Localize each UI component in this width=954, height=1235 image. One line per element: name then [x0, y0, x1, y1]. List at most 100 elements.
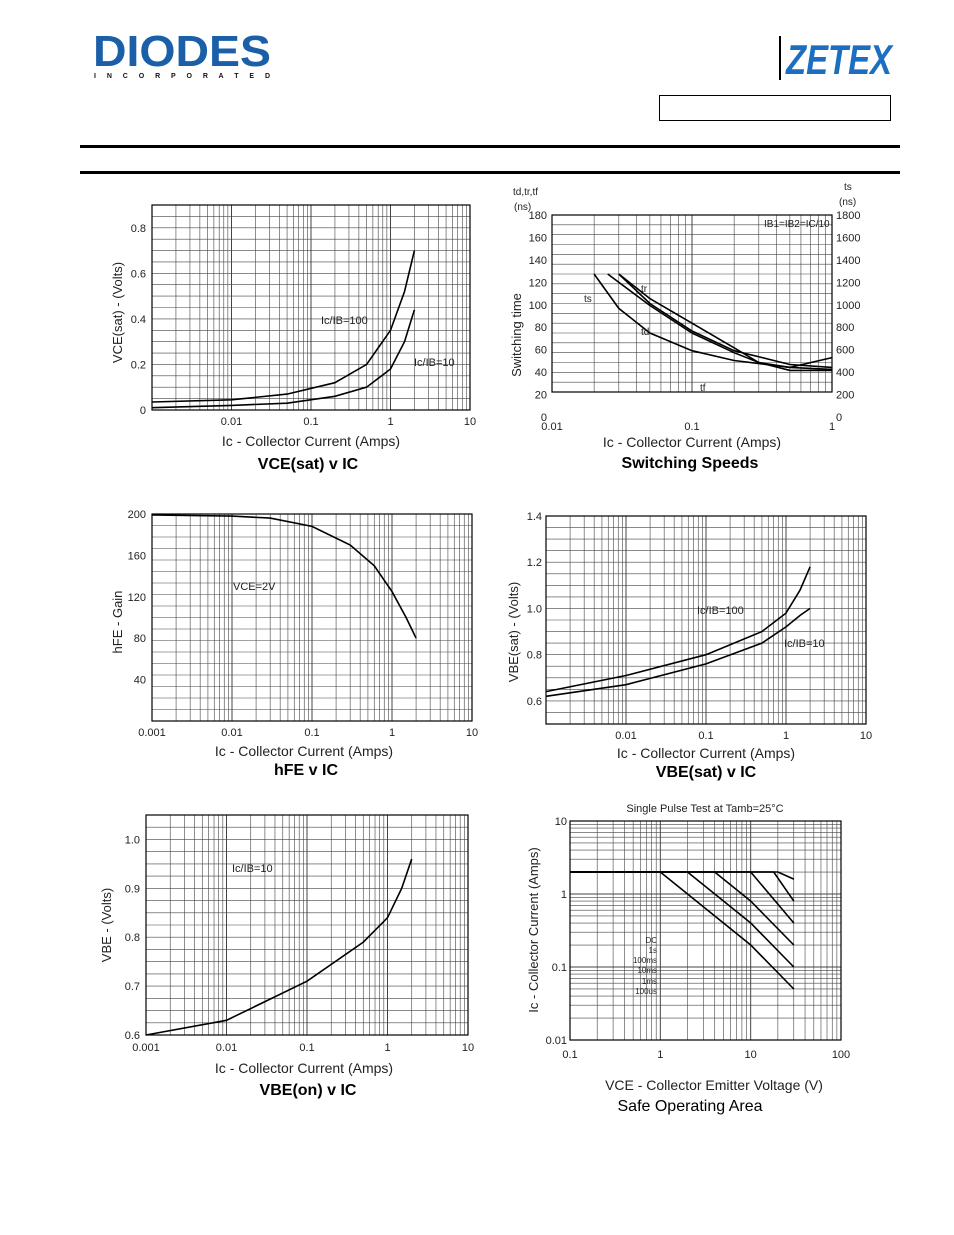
y-tick-label: 80: [535, 322, 547, 334]
x-tick-label: 10: [745, 1049, 757, 1061]
series-line-1: [618, 273, 832, 372]
series-line-0: [145, 858, 413, 1036]
plot-frame: [545, 515, 867, 725]
x-tick-label: 0.01: [221, 416, 242, 428]
y2-tick-label: 1200: [836, 277, 860, 289]
y-tick-label: 120: [128, 592, 146, 604]
x-tick-label: 0.1: [304, 727, 319, 739]
chart-annotation: Ic/IB=10: [414, 357, 455, 369]
x-tick-label: 0.001: [138, 727, 166, 739]
series-line-3: [618, 273, 833, 369]
plot-frame: [551, 214, 833, 393]
y-tick-label: 200: [128, 509, 146, 521]
y-tick-label: 160: [128, 550, 146, 562]
y-axis-label: VBE(sat) - (Volts): [506, 582, 521, 682]
y-tick-label: 1.0: [527, 603, 542, 615]
soa-annotation: 100ms: [633, 956, 657, 965]
x-tick-label: 1: [389, 727, 395, 739]
x-axis-label: Ic - Collector Current (Amps): [215, 1060, 393, 1076]
series-line-0: [570, 871, 795, 990]
y-tick-label: 80: [134, 633, 146, 645]
x-tick-label: 1: [384, 1042, 390, 1054]
header-rule-top: [80, 145, 900, 148]
y-tick-label: 0: [541, 412, 547, 424]
y-tick-label: 0.7: [125, 981, 140, 993]
series-label-ts: ts: [584, 294, 592, 305]
series-line-4: [570, 871, 795, 902]
chart-switching-group: 0.01 0.1 102040608010012014016018002004006…: [509, 182, 860, 450]
x-tick-label: 100: [832, 1049, 850, 1061]
chart-vbesat-group: 0.01 0.1 1 10 0.6 0.8 1.0 1.2 1.4 Ic - Collector …: [506, 511, 872, 761]
diodes-logo-sub: I N C O R P O R A T E D: [94, 73, 270, 80]
caption-hfe: hFE v IC: [273, 762, 338, 779]
x-tick-label: 0.1: [299, 1042, 314, 1054]
y-axis-label: hFE - Gain: [110, 591, 125, 654]
y-axis-label: Switching time: [509, 293, 524, 377]
caption-vbeon: VBE(on) v IC: [259, 1082, 357, 1099]
x-tick-label: 10: [466, 727, 478, 739]
chart-title: Single Pulse Test at Tamb=25°C: [626, 803, 783, 815]
y-tick-label: 40: [134, 675, 146, 687]
y-tick-label: 0.8: [125, 932, 140, 944]
y-tick-label: 120: [529, 277, 547, 289]
header-rule-bottom: [80, 171, 900, 174]
x-tick-label: 1: [387, 416, 393, 428]
caption-switching: Switching Speeds: [621, 455, 759, 472]
x-axis-label: VCE - Collector Emitter Voltage (V): [605, 1077, 823, 1093]
y-tick-label: 0.6: [125, 1030, 140, 1042]
y2-tick-label: 1800: [836, 210, 860, 222]
y-tick-label: 0.8: [131, 223, 146, 235]
x-tick-label: 0.1: [562, 1049, 577, 1061]
y-tick-label: 40: [535, 367, 547, 379]
y2-tick-label: 200: [836, 390, 854, 402]
series-line-2: [607, 273, 833, 369]
y-tick-label: 0.8: [527, 650, 542, 662]
series-line-1: [151, 309, 416, 409]
series-line-0: [151, 250, 416, 403]
y-tick-label: 1.4: [527, 511, 542, 523]
x-tick-label: 0.1: [303, 416, 318, 428]
y-tick-label: 100: [529, 300, 547, 312]
series-label-td: td: [641, 327, 649, 338]
x-tick-label: 10: [860, 730, 872, 742]
soa-annotation: 100us: [635, 987, 657, 996]
series-line-0: [545, 566, 811, 693]
zetex-logo: ZETEX: [785, 36, 894, 83]
x-axis-label: Ic - Collector Current (Amps): [215, 743, 393, 759]
y-tick-label: 0.9: [125, 883, 140, 895]
x-axis-label: Ic - Collector Current (Amps): [617, 745, 795, 761]
caption-vcesat: VCE(sat) v IC: [257, 456, 359, 473]
x-tick-label: 0.001: [132, 1042, 160, 1054]
y-tick-label: 10: [555, 816, 567, 828]
y2-top-unit: (ns): [839, 197, 856, 208]
y-tick-label: 140: [529, 255, 547, 267]
plot-frame: [151, 513, 473, 722]
y-tick-label: 0.6: [527, 696, 542, 708]
chart-annotation: Ic/IB=100: [321, 315, 368, 327]
chart-annotation: Ic/IB=10: [232, 863, 273, 875]
y-tick-label: 0.4: [131, 314, 146, 326]
diodes-logo-text: DIODES: [93, 30, 271, 76]
chart-vbeon-group: 0.001 0.01 0.1 1 10 0.6 0.7 0.8 0.9 1.0 Ic - Colle…: [99, 814, 474, 1076]
y-tick-label: 0.01: [546, 1035, 567, 1047]
zetex-logo-text: ZETEX: [785, 36, 894, 83]
y-top-label: td,tr,tf: [513, 187, 538, 198]
caption-vbesat: VBE(sat) v IC: [655, 764, 757, 781]
y-top-unit: (ns): [514, 202, 531, 213]
series-line-5: [570, 871, 795, 880]
series-line-0: [593, 273, 833, 371]
x-axis-label: Ic - Collector Current (Amps): [222, 433, 400, 449]
soa-annotation: 1ms: [642, 977, 657, 986]
x-tick-label: 0.01: [221, 727, 242, 739]
y-tick-label: 1.2: [527, 557, 542, 569]
chart-annotation: Ic/IB=10: [784, 638, 825, 650]
chart-soa-group: 0.1 1 10 100 0.01 0.1 1 10 VCE - Collector Emitt…: [526, 803, 850, 1093]
caption-soa: Safe Operating Area: [617, 1098, 763, 1115]
x-tick-label: 0.01: [216, 1042, 237, 1054]
y-axis-label: Ic - Collector Current (Amps): [526, 847, 541, 1012]
y2-tick-label: 1600: [836, 232, 860, 244]
soa-annotation: 1s: [649, 946, 657, 955]
y2-tick-label: 0: [836, 412, 842, 424]
series-label-tr: tr: [641, 284, 648, 295]
